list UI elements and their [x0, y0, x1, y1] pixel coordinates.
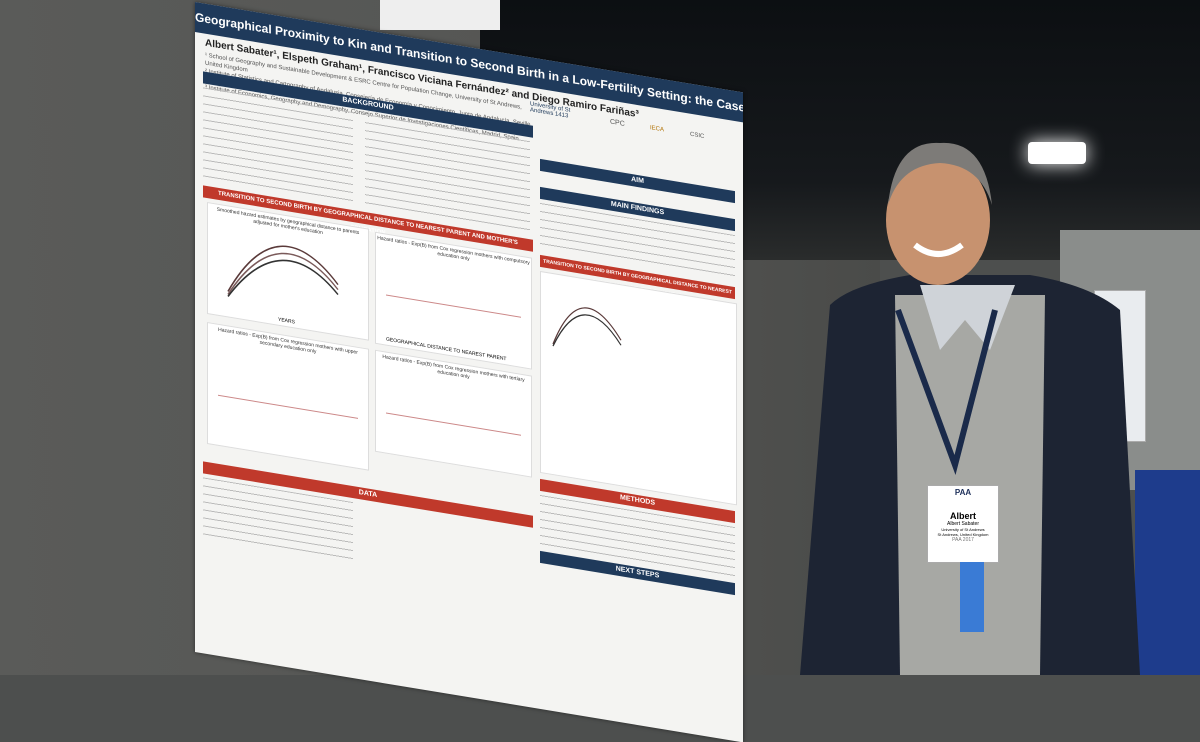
hair	[888, 142, 992, 205]
badge-location: St Andrews, United Kingdom	[937, 532, 989, 537]
smoothed-curves	[227, 245, 339, 297]
logo-ieca: IECA	[650, 125, 665, 134]
badge-ribbon	[960, 562, 984, 632]
ceiling-light-top	[380, 0, 500, 30]
badge-name: Albert	[949, 511, 976, 521]
table-cloth	[1135, 470, 1200, 675]
logo-cpc: CPC	[610, 118, 625, 128]
logo-csic: CSIC	[690, 131, 705, 141]
sibling-smoothed-curves	[552, 307, 622, 347]
name-badge: PAA Albert Albert Sabater University of …	[927, 485, 999, 563]
lanyard	[895, 308, 998, 476]
research-poster: Geographical Proximity to Kin and Transi…	[195, 2, 743, 742]
compulsory-education-plot: Hazard ratios - Exp(B) from Cox regressi…	[375, 231, 532, 370]
face	[886, 155, 990, 285]
reference-line	[386, 294, 521, 318]
badge-year: PAA 2017	[952, 537, 974, 543]
upper-secondary-plot: Hazard ratios - Exp(B) from Cox regressi…	[207, 321, 369, 471]
presenter-person	[800, 142, 1140, 675]
smoothed-hazard-plot: Smoothed hazard estimates by geographica…	[207, 201, 369, 341]
reference-line-2	[386, 412, 521, 436]
ceiling-light	[1028, 142, 1086, 164]
reference-line-3	[218, 394, 358, 419]
logo-st-andrews: University of St Andrews 1413	[530, 101, 571, 120]
badge-full-name: Albert Sabater	[947, 521, 979, 527]
tertiary-education-plot: Hazard ratios - Exp(B) from Cox regressi…	[375, 349, 532, 478]
badge-event: PAA	[954, 488, 972, 497]
sibling-plots	[540, 270, 737, 506]
badge-org: University of St Andrews	[941, 527, 985, 532]
smile	[913, 242, 964, 257]
